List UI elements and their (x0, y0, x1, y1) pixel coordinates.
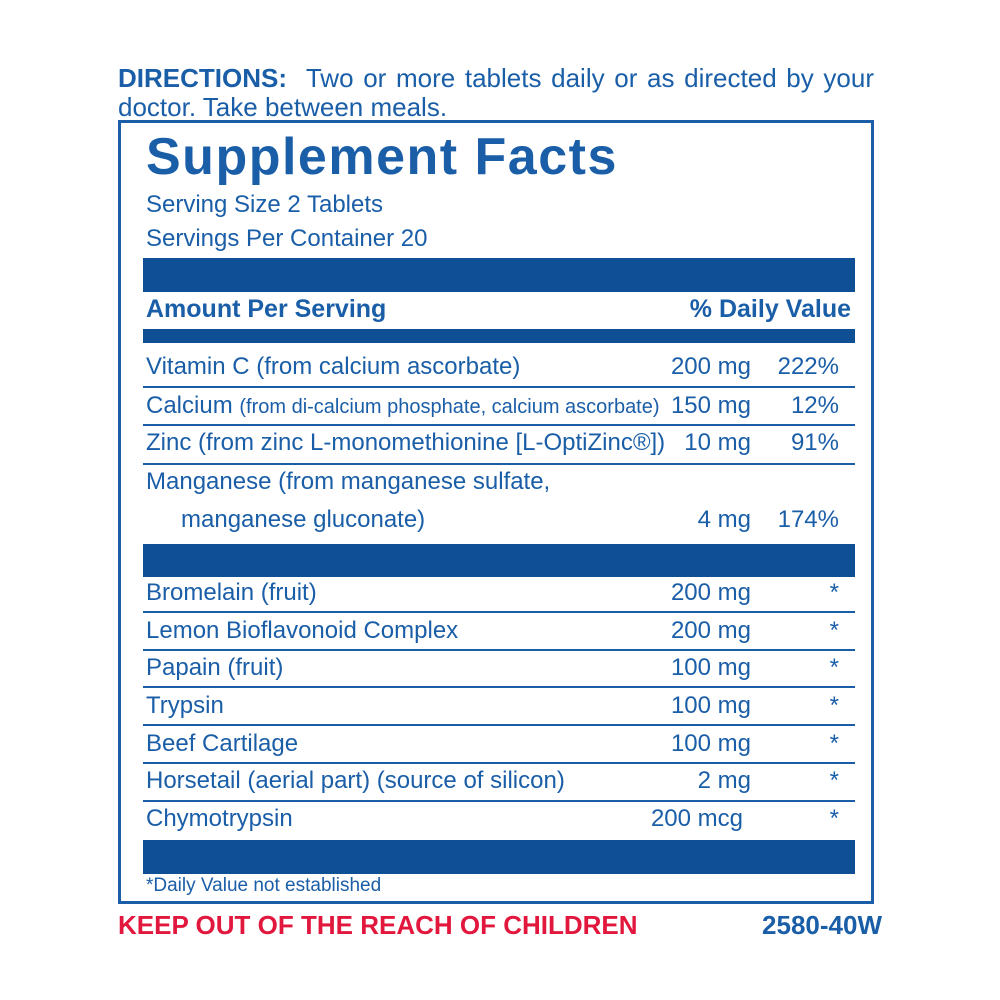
ingredient-daily-value: * (829, 730, 839, 757)
ingredient-amount: 200 mcg (650, 805, 743, 832)
ingredient-name: Horsetail (aerial part) (source of silic… (146, 767, 565, 794)
nutrient-amount: 4 mg (697, 506, 751, 533)
ingredient-name: Beef Cartilage (146, 730, 299, 757)
ingredient-name: Trypsin (146, 692, 224, 719)
ingredient-name: Chymotrypsin (146, 805, 293, 832)
thick-divider-middle (143, 544, 855, 577)
ingredient-amount: 200 mg (670, 617, 751, 644)
directions-body: Two or more tablets daily or as directed… (118, 63, 874, 122)
directions-label: DIRECTIONS: (118, 63, 287, 93)
nutrient-name: Calcium (from di-calcium phosphate, calc… (146, 392, 660, 420)
footnote: *Daily Value not established (146, 875, 382, 896)
nutrient-name: Zinc (from zinc L-monomethionine [L-Opti… (146, 429, 666, 456)
row-divider (143, 800, 855, 802)
supplement-facts-panel: Supplement Facts Serving Size 2 Tablets … (118, 120, 874, 904)
nutrient-daily-value: 12% (790, 392, 839, 419)
row-divider (143, 424, 855, 426)
ingredient-row: Trypsin 100 mg * (143, 692, 855, 722)
ingredient-amount: 100 mg (670, 654, 751, 681)
ingredient-amount: 100 mg (670, 692, 751, 719)
ingredient-name: Papain (fruit) (146, 654, 284, 681)
ingredient-name: Lemon Bioflavonoid Complex (146, 617, 459, 644)
ingredient-name: Bromelain (fruit) (146, 579, 317, 606)
ingredient-daily-value: * (829, 579, 839, 606)
nutrient-name-line2: manganese gluconate) (181, 506, 426, 533)
nutrient-row-continued: manganese gluconate) 4 mg 174% (143, 506, 855, 536)
row-divider (143, 386, 855, 388)
row-divider (143, 463, 855, 465)
ingredient-daily-value: * (829, 805, 839, 832)
nutrient-name: Vitamin C (from calcium ascorbate) (146, 353, 521, 380)
nutrient-amount: 10 mg (684, 429, 751, 456)
ingredient-row: Bromelain (fruit) 200 mg * (143, 579, 855, 609)
directions-text: DIRECTIONS: Two or more tablets daily or… (118, 64, 874, 122)
row-divider (143, 724, 855, 726)
ingredient-amount: 200 mg (670, 579, 751, 606)
nutrient-daily-value: 222% (777, 353, 839, 380)
nutrient-daily-value: 174% (777, 506, 839, 533)
servings-per-container: Servings Per Container 20 (146, 225, 428, 252)
panel-title: Supplement Facts (146, 128, 618, 186)
serving-size: Serving Size 2 Tablets (146, 191, 384, 218)
amount-per-serving-header: Amount Per Serving (146, 295, 387, 323)
ingredient-daily-value: * (829, 767, 839, 794)
nutrient-name-detail: (from di-calcium phosphate, calcium asco… (239, 396, 660, 418)
thick-divider-bottom (143, 840, 855, 874)
nutrient-row: Zinc (from zinc L-monomethionine [L-Opti… (143, 429, 855, 459)
ingredient-daily-value: * (829, 654, 839, 681)
row-divider (143, 762, 855, 764)
nutrient-row: Calcium (from di-calcium phosphate, calc… (143, 392, 855, 422)
daily-value-header: % Daily Value (689, 295, 851, 323)
ingredient-row: Beef Cartilage 100 mg * (143, 730, 855, 760)
nutrient-daily-value: 91% (790, 429, 839, 456)
nutrient-row: Vitamin C (from calcium ascorbate) 200 m… (143, 353, 855, 383)
ingredient-daily-value: * (829, 692, 839, 719)
nutrient-name: Manganese (from manganese sulfate, (146, 468, 551, 495)
nutrient-amount: 200 mg (670, 353, 751, 380)
ingredient-row: Chymotrypsin 200 mcg * (143, 805, 855, 835)
ingredient-daily-value: * (829, 617, 839, 644)
children-warning: KEEP OUT OF THE REACH OF CHILDREN (118, 910, 638, 940)
nutrient-name-main: Calcium (146, 392, 233, 419)
ingredient-amount: 2 mg (697, 767, 751, 794)
medium-divider (143, 329, 855, 343)
row-divider (143, 611, 855, 613)
product-code: 2580-40W (762, 910, 882, 940)
nutrient-amount: 150 mg (670, 392, 751, 419)
ingredient-row: Horsetail (aerial part) (source of silic… (143, 767, 855, 797)
nutrient-row: Manganese (from manganese sulfate, (143, 468, 855, 498)
ingredient-amount: 100 mg (670, 730, 751, 757)
row-divider (143, 649, 855, 651)
ingredient-row: Papain (fruit) 100 mg * (143, 654, 855, 684)
ingredient-row: Lemon Bioflavonoid Complex 200 mg * (143, 617, 855, 647)
thick-divider-top (143, 258, 855, 292)
row-divider (143, 686, 855, 688)
